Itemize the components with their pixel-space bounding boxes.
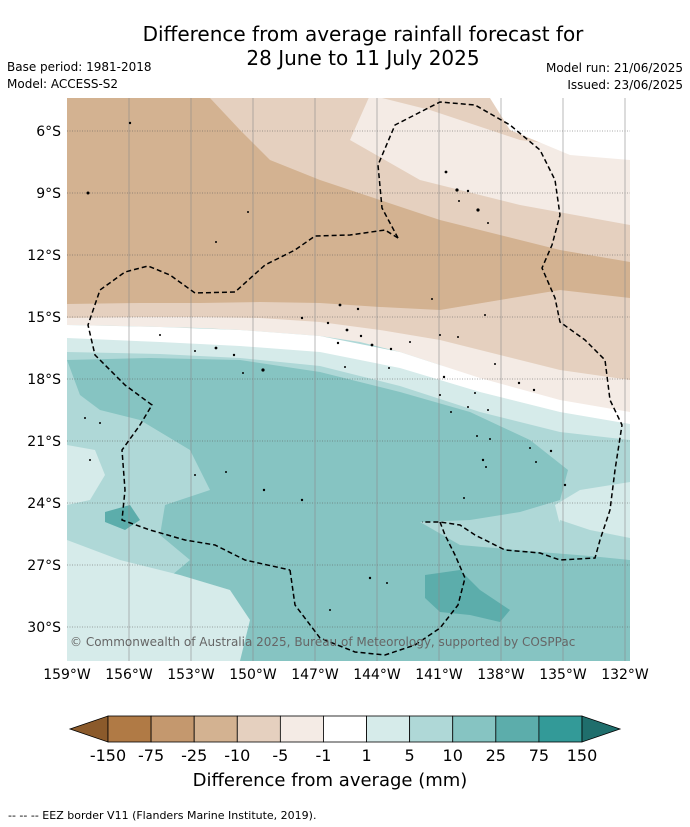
band-1-5-west [67,445,105,505]
eez-border-northern [87,229,399,571]
blank-patch-ne [490,98,630,160]
colorbar-tick-label: -1 [315,746,331,765]
colorbar-tick-label: 1 [361,746,371,765]
lat-label: 21°S [27,434,61,450]
colorbar-cell [452,715,497,743]
colorbar-caption: Difference from average (mm) [192,770,468,791]
lat-label: 18°S [27,372,61,388]
lon-label: 135°W [539,667,587,683]
lat-label: 6°S [36,124,61,140]
colorbar-cell [495,715,540,743]
colorbar-cell [323,715,367,743]
latitude-axis: 6°S 9°S 12°S 15°S 18°S 21°S 24°S 27°S 30… [27,124,61,636]
copyright-text: © Commonwealth of Australia 2025, Bureau… [70,635,575,649]
meridians [128,98,626,661]
colorbar-cell [107,715,152,743]
colorbar-cell [150,715,195,743]
colorbar-tick-label: -10 [224,746,250,765]
lon-label: 144°W [353,667,401,683]
band-25-75-patch [425,570,510,622]
colorbar-tick-label: -150 [90,746,126,765]
lon-label: 156°W [105,667,153,683]
colorbar-tick-label: 150 [567,746,598,765]
meta-left: Base period: 1981-2018 Model: ACCESS-S2 [7,59,152,93]
colorbar-cell [409,715,454,743]
eez-borders [87,101,623,656]
issued-label: Issued: 23/06/2025 [567,78,683,92]
colorbar-extend-low [68,715,109,743]
eez-border-marquesas [377,101,623,561]
colorbar-tick-label: 75 [529,746,549,765]
title-line-2: 28 June to 11 July 2025 [246,46,480,70]
model-run-label: Model run: 21/06/2025 [545,61,683,75]
colorbar-tick-label: -25 [181,746,207,765]
map-field: © Commonwealth of Australia 2025, Bureau… [67,98,630,661]
lat-label: 27°S [27,558,61,574]
colorbar-cell [193,715,238,743]
eez-border-southern [289,521,466,656]
lat-label: 9°S [36,186,61,202]
colorbar-tick-label: 5 [405,746,415,765]
colorbar-tick-label: -75 [138,746,164,765]
colorbar-cell [538,715,583,743]
band-5-10-se [555,520,630,560]
base-period-label: Base period: 1981-2018 [7,60,152,74]
band-1-5 [67,338,630,440]
lon-label: 138°W [477,667,525,683]
lat-label: 24°S [27,496,61,512]
lon-label: 150°W [229,667,277,683]
band-minus25-minus10 [67,98,630,310]
model-label: Model: ACCESS-S2 [7,77,119,91]
colorbar-tick-label: 25 [486,746,506,765]
eez-footnote: -- -- -- EEZ border V11 (Flanders Marine… [8,809,317,822]
lon-label: 147°W [291,667,339,683]
lon-label: 159°W [43,667,91,683]
chart-title: Difference from average rainfall forecas… [0,22,690,70]
lon-label: 132°W [601,667,649,683]
longitude-axis: 159°W 156°W 153°W 150°W 147°W 144°W 141°… [43,667,649,683]
lat-label: 12°S [27,248,61,264]
lat-label: 15°S [27,310,61,326]
lon-label: 153°W [167,667,215,683]
band-1-5-sw [67,540,250,661]
title-line-1: Difference from average rainfall forecas… [142,22,584,46]
islands [84,121,567,611]
colorbar-cell [236,715,281,743]
colorbar-extend-high [581,715,622,743]
colorbar: -150 -75 -25 -10 -5 -1 1 5 10 25 75 150 [68,715,622,765]
lat-label: 30°S [27,620,61,636]
colorbar-tick-label: 10 [443,746,463,765]
colorbar-tick-label: -5 [272,746,288,765]
lon-label: 141°W [415,667,463,683]
colorbar-cell [366,715,411,743]
meta-right: Model run: 21/06/2025 Issued: 23/06/2025 [546,60,683,94]
colorbar-cell [279,715,324,743]
